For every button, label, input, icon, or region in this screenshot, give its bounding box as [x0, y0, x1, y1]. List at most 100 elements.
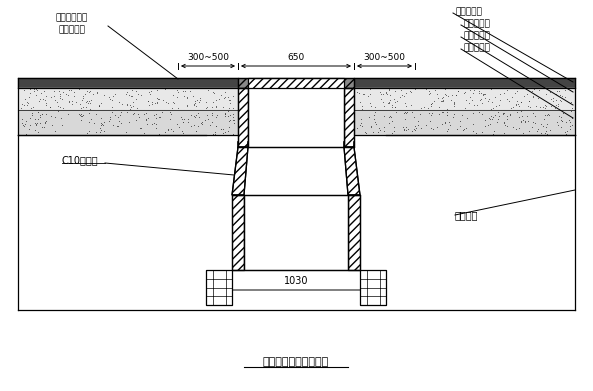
Point [168, 128, 177, 134]
Point [192, 103, 201, 109]
Point [480, 117, 489, 123]
Text: 超早强钢纤维: 超早强钢纤维 [56, 14, 88, 23]
Point [63, 92, 73, 99]
Point [142, 116, 151, 122]
Point [385, 113, 395, 119]
Point [37, 111, 46, 117]
Point [435, 111, 444, 117]
Point [454, 88, 463, 94]
Point [487, 86, 496, 93]
Point [98, 122, 108, 128]
Point [37, 111, 47, 118]
Point [109, 93, 118, 99]
Polygon shape [238, 88, 248, 147]
Point [528, 110, 538, 116]
Point [226, 117, 235, 124]
Point [223, 113, 232, 119]
Point [18, 115, 27, 122]
Point [177, 116, 187, 122]
Point [122, 109, 132, 115]
Point [58, 122, 67, 128]
Point [39, 96, 48, 102]
Point [211, 123, 221, 129]
Point [210, 131, 219, 137]
Point [552, 87, 562, 93]
Point [419, 104, 428, 110]
Point [34, 97, 44, 104]
Point [361, 129, 370, 135]
Point [445, 122, 455, 128]
Point [144, 98, 153, 104]
Text: 1030: 1030 [283, 276, 308, 286]
Point [133, 91, 143, 97]
Point [39, 88, 49, 94]
Point [426, 112, 436, 118]
Polygon shape [344, 147, 360, 195]
Point [211, 104, 221, 110]
Point [511, 101, 521, 108]
Point [32, 120, 42, 126]
Point [560, 94, 570, 100]
Point [153, 96, 162, 102]
Point [155, 113, 165, 120]
Point [395, 94, 404, 100]
Point [538, 104, 548, 110]
Point [116, 109, 126, 115]
Point [407, 102, 416, 108]
Point [502, 96, 511, 102]
Point [560, 129, 570, 135]
Point [218, 126, 228, 132]
Point [494, 113, 503, 119]
Point [17, 100, 26, 107]
Point [76, 105, 85, 111]
Point [111, 112, 120, 118]
Point [437, 121, 447, 127]
Point [378, 91, 388, 97]
Point [449, 99, 459, 105]
Point [375, 89, 385, 95]
Point [209, 90, 218, 97]
Point [564, 117, 573, 123]
Point [19, 123, 28, 129]
Point [37, 124, 47, 130]
Point [399, 109, 409, 116]
Point [190, 122, 199, 128]
Point [131, 88, 141, 94]
Point [401, 126, 410, 133]
Point [463, 115, 472, 121]
Point [167, 105, 177, 111]
Point [186, 123, 196, 129]
Point [393, 98, 402, 104]
Point [447, 97, 456, 103]
Point [493, 116, 503, 122]
Point [551, 91, 561, 97]
Point [521, 119, 530, 125]
Point [469, 87, 479, 93]
Polygon shape [348, 195, 360, 270]
Point [417, 105, 426, 111]
Point [128, 111, 138, 117]
Point [515, 124, 524, 131]
Point [190, 113, 200, 120]
Point [440, 86, 449, 93]
Point [554, 88, 563, 94]
Point [67, 98, 76, 104]
Point [469, 102, 479, 108]
Point [455, 123, 465, 129]
Point [354, 90, 364, 96]
Point [441, 91, 450, 97]
Point [483, 122, 493, 128]
Point [196, 95, 205, 102]
Point [479, 92, 488, 98]
Point [152, 100, 161, 106]
Point [85, 89, 94, 95]
Point [203, 87, 213, 93]
Point [79, 112, 88, 118]
Point [114, 118, 124, 124]
Polygon shape [232, 147, 248, 195]
Point [216, 91, 225, 98]
Point [220, 113, 229, 119]
Point [471, 129, 480, 136]
Point [84, 109, 94, 116]
Point [200, 117, 210, 123]
